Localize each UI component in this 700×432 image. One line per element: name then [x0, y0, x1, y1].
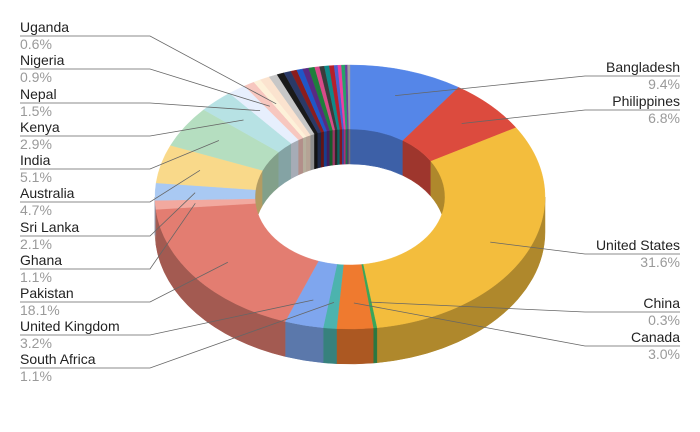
category-label: Kenya: [20, 119, 60, 135]
category-label: Pakistan: [20, 285, 74, 301]
slice-side: [334, 129, 338, 166]
slice: [362, 127, 546, 328]
value-label: 5.1%: [20, 169, 52, 185]
leader-line: [369, 301, 680, 313]
value-label: 3.2%: [20, 335, 52, 351]
slice-side: [291, 139, 299, 179]
value-label: 18.1%: [20, 302, 60, 318]
leader-line: [20, 261, 229, 303]
value-label: 4.7%: [20, 202, 52, 218]
value-label: 2.9%: [20, 136, 52, 152]
value-label: 9.4%: [648, 76, 680, 92]
slice-side: [336, 327, 374, 365]
leader-line: [20, 192, 196, 237]
slice-side: [372, 327, 378, 364]
donut-walls: [154, 128, 546, 365]
value-label: 0.9%: [20, 69, 52, 85]
slice: [155, 203, 319, 322]
category-label: Nepal: [20, 86, 57, 102]
slice-side: [326, 130, 331, 167]
value-label: 0.6%: [20, 36, 52, 52]
leader-line: [20, 169, 201, 203]
leader-line: [20, 102, 261, 112]
category-label: Bangladesh: [606, 59, 680, 75]
value-label: 1.1%: [20, 368, 52, 384]
category-label: Philippines: [612, 93, 680, 109]
slice: [347, 64, 351, 130]
category-label: United Kingdom: [20, 318, 120, 334]
category-label: Canada: [631, 329, 680, 345]
leader-line: [20, 203, 196, 270]
slice-side: [320, 131, 325, 168]
value-label: 31.6%: [640, 254, 680, 270]
slice-side: [284, 321, 324, 364]
slice-side: [322, 327, 337, 364]
category-label: South Africa: [20, 351, 96, 367]
donut-slices: [154, 64, 546, 330]
slice-side: [302, 136, 307, 174]
leader-line: [20, 299, 314, 336]
category-label: Ghana: [20, 252, 62, 268]
leader-line: [20, 119, 244, 137]
leader-line: [20, 35, 277, 105]
category-label: Sri Lanka: [20, 219, 79, 235]
category-label: United States: [596, 237, 680, 253]
slice-side: [306, 134, 311, 172]
slice-side: [348, 128, 351, 165]
slice-side: [341, 128, 345, 165]
leader-line: [20, 140, 220, 170]
category-label: India: [20, 152, 51, 168]
slice-side: [332, 129, 336, 166]
slice-side: [310, 133, 315, 171]
leader-line: [395, 75, 680, 96]
slice-side: [323, 130, 328, 167]
slice-side: [345, 128, 348, 165]
category-label: Australia: [20, 185, 75, 201]
value-label: 6.8%: [648, 110, 680, 126]
value-label: 1.5%: [20, 103, 52, 119]
leader-line: [461, 109, 680, 124]
leader-line: [490, 241, 680, 255]
slice-side: [337, 129, 341, 165]
slice-side: [298, 137, 304, 176]
value-label: 3.0%: [648, 346, 680, 362]
leader-line: [353, 302, 680, 347]
slice-side: [317, 131, 322, 169]
slice-side: [329, 129, 334, 166]
value-label: 1.1%: [20, 269, 52, 285]
slice-side: [314, 132, 319, 170]
category-label: China: [643, 295, 680, 311]
leader-line: [20, 68, 270, 107]
category-label: Uganda: [20, 19, 69, 35]
leader-line: [20, 302, 335, 369]
slice-side: [343, 128, 347, 165]
value-label: 2.1%: [20, 236, 52, 252]
slice-side: [339, 128, 343, 165]
value-label: 0.3%: [648, 312, 680, 328]
category-label: Nigeria: [20, 52, 65, 68]
